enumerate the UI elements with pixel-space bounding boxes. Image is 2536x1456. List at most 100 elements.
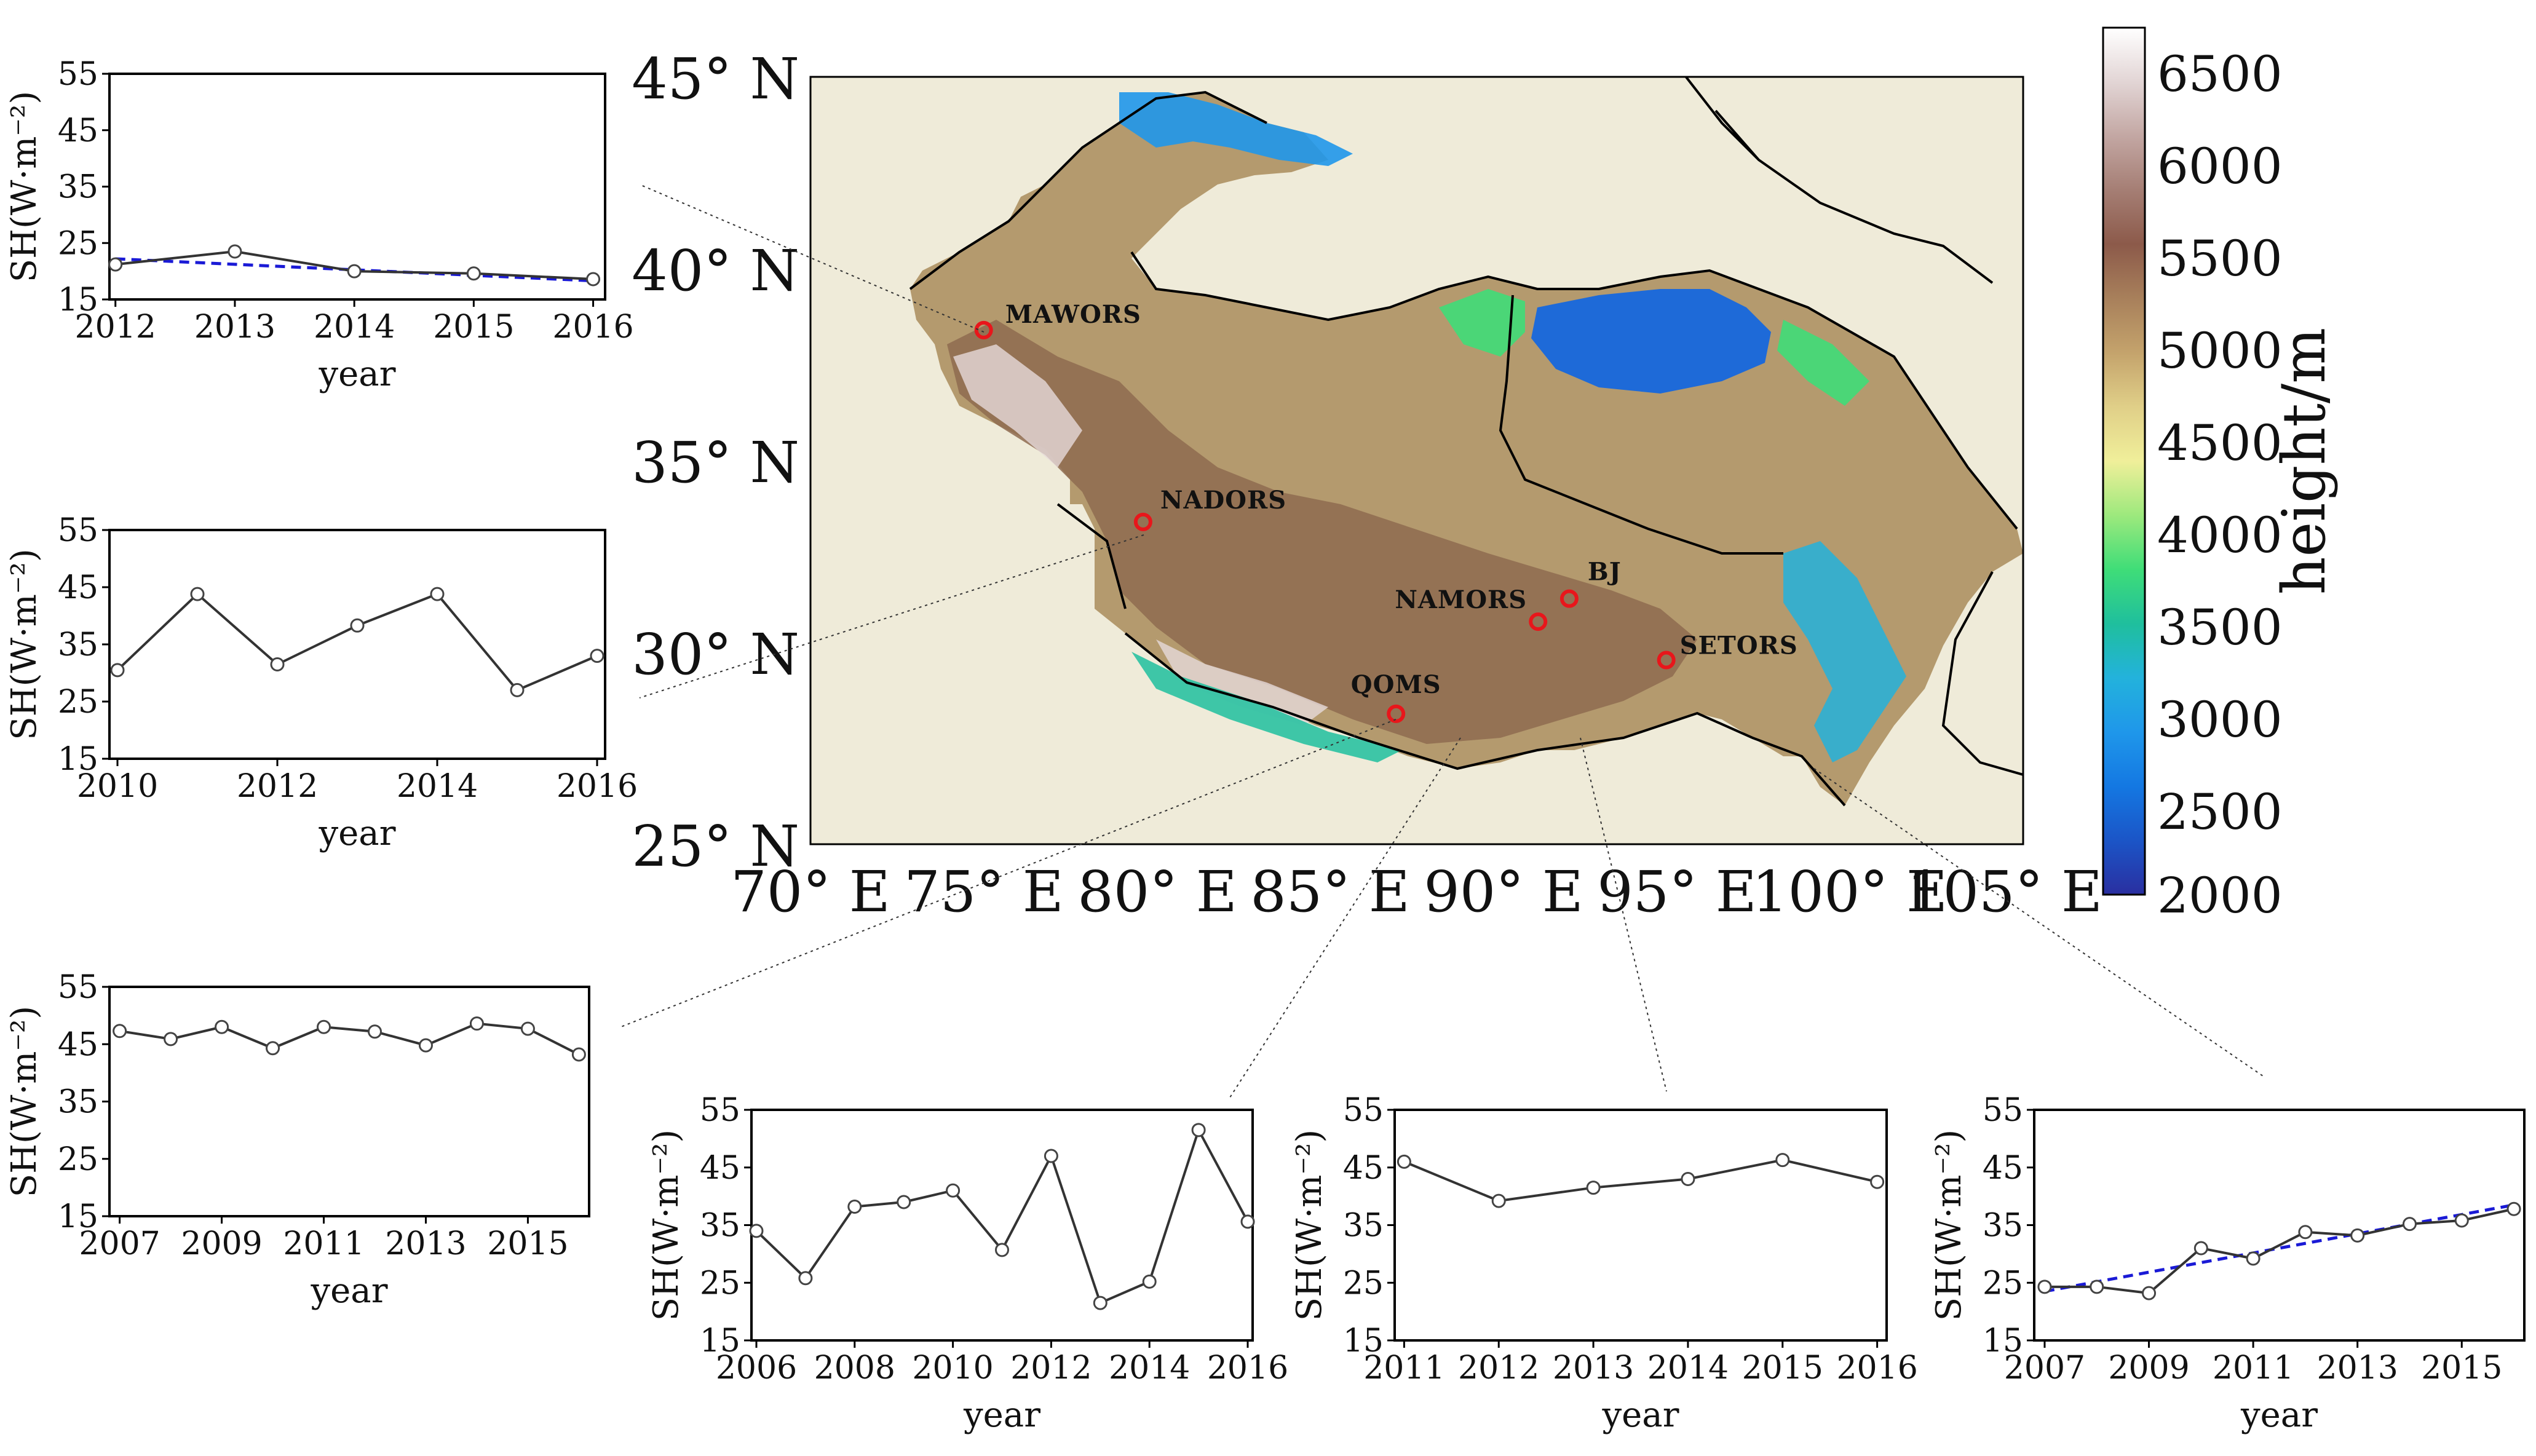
green-belt-north — [1439, 289, 1869, 406]
y-axis-label: SH(W·m⁻²) — [1929, 1130, 1969, 1321]
xtick-label: 2012 — [1010, 1350, 1092, 1387]
data-point — [113, 1024, 127, 1039]
data-point — [350, 618, 365, 633]
xtick-label: 2016 — [1207, 1350, 1288, 1387]
leader-line-nadors — [639, 534, 1144, 698]
data-point — [510, 682, 525, 697]
ytick-label: 35 — [58, 627, 98, 663]
station-marker-qoms — [1387, 704, 1406, 723]
ytick-label: 35 — [58, 169, 98, 206]
cbar-tick-4000: 4000 — [2157, 507, 2283, 564]
ytick-label: 55 — [1343, 1092, 1384, 1129]
cbar-tick-6500: 6500 — [2157, 46, 2283, 103]
cbar-tick-5500: 5500 — [2157, 230, 2283, 287]
qaidam-basin — [1531, 289, 1771, 394]
series-line-bj — [1403, 1158, 1878, 1203]
ytick-label: 55 — [58, 969, 98, 1006]
data-point — [469, 1016, 484, 1031]
lon-tick-labels: 70° E 75° E 80° E 85° E 90° E 95° E 100°… — [731, 859, 2102, 925]
xtick-label: 2014 — [1109, 1350, 1190, 1387]
xtick-label: 2012 — [75, 309, 156, 346]
xtick-label: 2009 — [181, 1225, 262, 1262]
snow-peaks — [953, 344, 1328, 726]
ytick-label: 45 — [1343, 1150, 1384, 1187]
xtick-label: 2016 — [1836, 1350, 1917, 1387]
xtick-label: 2014 — [397, 768, 478, 805]
data-point — [2454, 1213, 2469, 1228]
xtick-label: 2013 — [385, 1225, 466, 1262]
data-point — [520, 1021, 535, 1036]
ytick-label: 55 — [58, 56, 98, 93]
y-axis-label: SH(W·m⁻²) — [4, 91, 44, 282]
lon-tick-85: 85° E — [1250, 859, 1409, 925]
ytick-label: 15 — [700, 1323, 740, 1359]
data-point — [317, 1019, 331, 1034]
ytick-label: 55 — [58, 512, 98, 549]
station-label-nadors: NADORS — [1160, 486, 1286, 515]
green-belt-south — [1131, 652, 1402, 762]
cbar-tick-4500: 4500 — [2157, 414, 2283, 472]
ytick-label: 35 — [1983, 1208, 2023, 1244]
xtick-label: 2012 — [237, 768, 318, 805]
ytick-label: 25 — [58, 1141, 98, 1178]
station-label-qoms: QOMS — [1351, 670, 1441, 699]
y-axis-label: SH(W·m⁻²) — [646, 1130, 686, 1321]
data-point — [1093, 1296, 1108, 1310]
xtick-label: 2011 — [1363, 1350, 1444, 1387]
colorbar-label: height/m — [2270, 328, 2339, 595]
ytick-label: 55 — [1983, 1092, 2023, 1129]
data-point — [2350, 1228, 2365, 1243]
xtick-label: 2015 — [487, 1225, 568, 1262]
lat-tick-30: 30° N — [632, 622, 799, 687]
lon-tick-70: 70° E — [731, 859, 890, 925]
colorbar-ramp — [2102, 26, 2146, 896]
ytick-label: 45 — [58, 113, 98, 149]
ytick-label: 35 — [58, 1084, 98, 1121]
data-point — [1044, 1149, 1058, 1163]
data-point — [2298, 1225, 2313, 1240]
xtick-label: 2007 — [79, 1225, 160, 1262]
lat-tick-labels: 45° N 40° N 35° N 30° N 25° N — [632, 46, 799, 879]
data-point — [1870, 1174, 1885, 1189]
x-axis-label: year — [319, 354, 396, 394]
x-axis-label: year — [319, 813, 396, 853]
station-marker-setors — [1657, 651, 1676, 670]
xtick-label: 2014 — [1647, 1350, 1729, 1387]
station-marker-bj — [1559, 589, 1579, 608]
xtick-label: 2010 — [77, 768, 158, 805]
data-point — [430, 587, 445, 601]
plot-frame-bj — [1393, 1109, 1888, 1342]
lon-tick-105: 105° E — [1907, 859, 2102, 925]
xtick-label: 2010 — [912, 1350, 993, 1387]
station-label-namors: NAMORS — [1395, 585, 1527, 614]
x-axis-label: year — [2240, 1395, 2318, 1435]
data-point — [1491, 1193, 1506, 1208]
lon-tick-90: 90° E — [1424, 859, 1583, 925]
data-point — [946, 1183, 961, 1198]
xtick-label: 2015 — [433, 309, 514, 346]
data-point — [586, 272, 601, 287]
cbar-tick-2500: 2500 — [2157, 783, 2283, 841]
xtick-label: 2007 — [2004, 1350, 2085, 1387]
leader-lines — [620, 184, 2264, 1098]
station-label-setors: SETORS — [1680, 631, 1798, 660]
ytick-label: 45 — [58, 569, 98, 606]
cbar-tick-5000: 5000 — [2157, 322, 2283, 379]
data-point — [1191, 1123, 1206, 1138]
ytick-label: 25 — [700, 1265, 740, 1302]
ytick-label: 15 — [58, 1198, 98, 1235]
colorbar: 6500 6000 5500 5000 4500 4000 3500 3000 … — [2102, 26, 2339, 924]
xtick-label: 2013 — [1553, 1350, 1634, 1387]
station-marker-namors — [1529, 612, 1548, 631]
ytick-label: 25 — [58, 684, 98, 721]
xtick-label: 2016 — [557, 768, 638, 805]
data-point — [2090, 1280, 2104, 1294]
cbar-tick-3500: 3500 — [2157, 599, 2283, 656]
station-label-mawors: MAWORS — [1005, 300, 1141, 329]
xtick-label: 2015 — [1742, 1350, 1823, 1387]
data-point — [164, 1032, 178, 1046]
data-point — [466, 266, 481, 281]
data-point — [847, 1200, 862, 1214]
